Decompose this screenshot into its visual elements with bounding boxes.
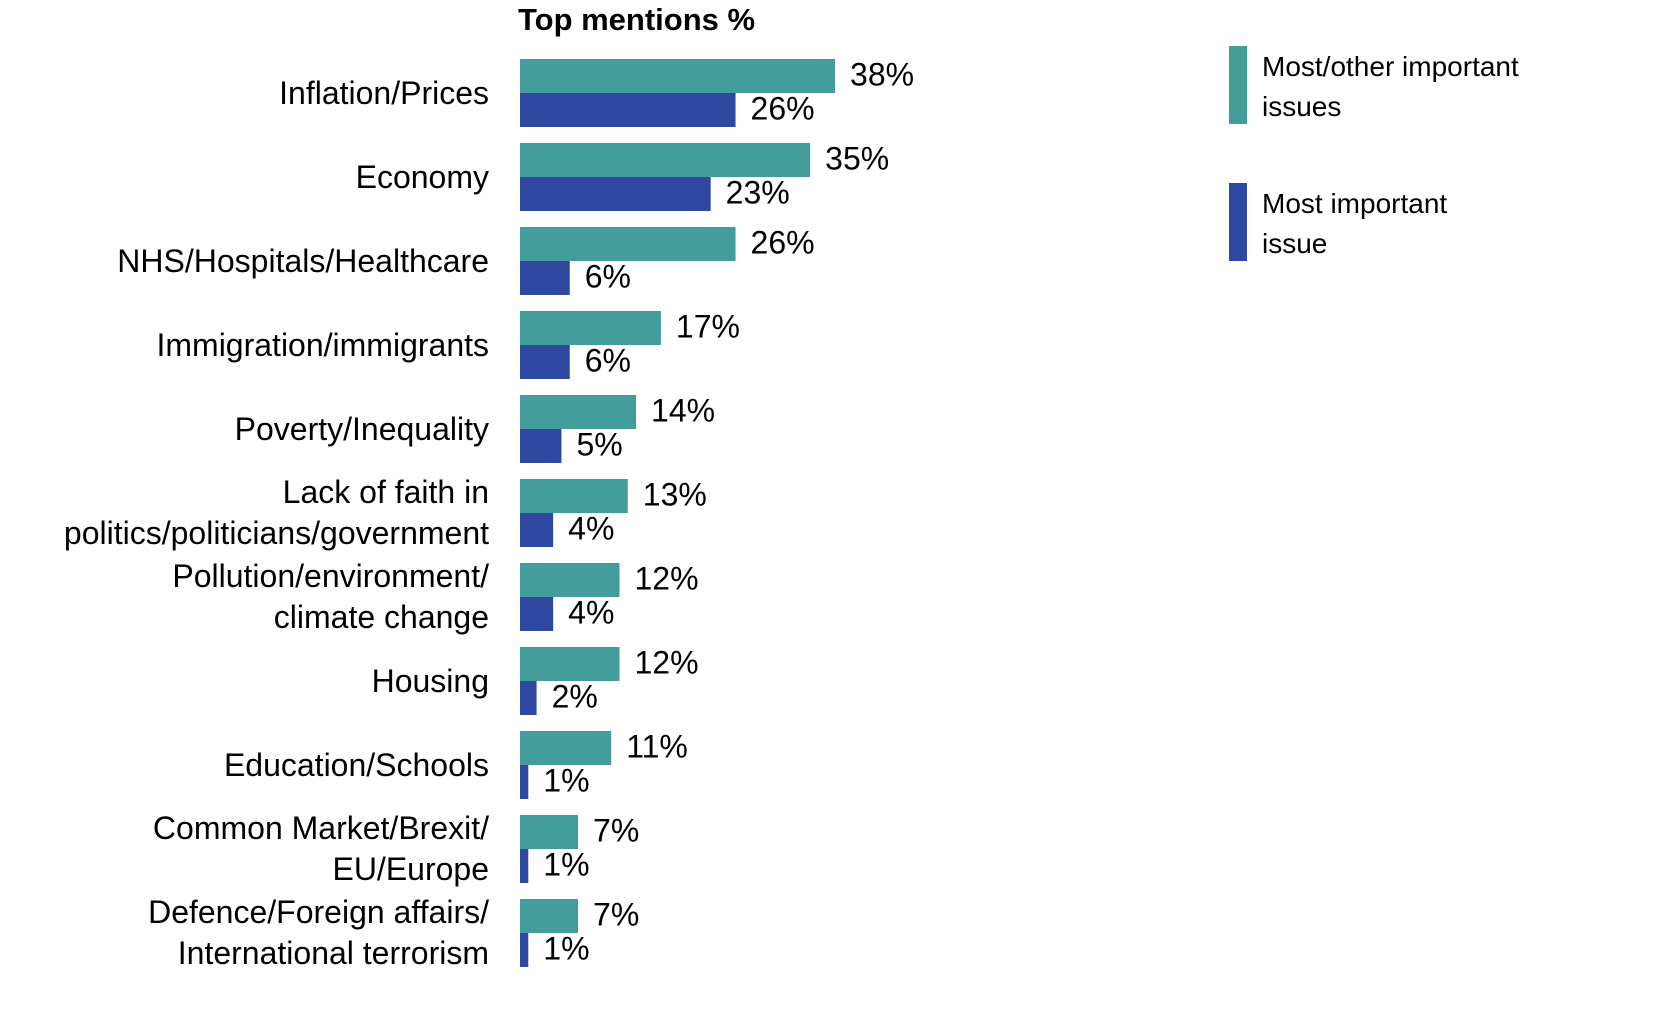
value-label: 12% <box>634 560 698 596</box>
value-label: 7% <box>593 812 639 848</box>
bar <box>520 261 570 295</box>
bar <box>520 563 620 597</box>
value-label: 1% <box>543 762 589 798</box>
bar <box>520 479 628 513</box>
value-label: 35% <box>825 140 889 176</box>
value-label: 14% <box>651 392 715 428</box>
bar <box>520 93 736 127</box>
value-label: 12% <box>634 644 698 680</box>
legend-swatch <box>1229 46 1247 124</box>
value-label: 1% <box>543 930 589 966</box>
bar <box>520 177 711 211</box>
bar <box>520 513 554 547</box>
value-label: 23% <box>726 174 790 210</box>
category-label: NHS/Hospitals/Healthcare <box>117 242 489 279</box>
legend-swatch <box>1229 183 1247 261</box>
value-label: 38% <box>850 56 914 92</box>
value-label: 11% <box>626 728 688 764</box>
category-label: Housing <box>371 662 489 699</box>
value-label: 7% <box>593 896 639 932</box>
category-label: Economy <box>355 158 489 195</box>
bar <box>520 59 836 93</box>
value-label: 4% <box>568 510 614 546</box>
bar <box>520 681 537 715</box>
bar <box>520 311 661 345</box>
bar <box>520 765 529 799</box>
legend-label: Most/other important issues <box>1262 51 1519 122</box>
category-label: Defence/Foreign affairs/ International t… <box>148 894 489 971</box>
value-label: 1% <box>543 846 589 882</box>
value-label: 6% <box>585 258 631 294</box>
chart-title: Top mentions % <box>518 2 756 37</box>
category-label: Education/Schools <box>223 746 489 783</box>
value-label: 5% <box>576 426 622 462</box>
bar <box>520 143 811 177</box>
value-label: 13% <box>643 476 707 512</box>
category-label: Poverty/Inequality <box>234 410 489 447</box>
value-label: 26% <box>751 90 815 126</box>
category-label: Common Market/Brexit/ EU/Europe <box>152 810 489 887</box>
value-label: 2% <box>552 678 598 714</box>
bar <box>520 899 579 933</box>
category-label: Inflation/Prices <box>279 74 489 111</box>
value-label: 6% <box>585 342 631 378</box>
bar <box>520 849 529 883</box>
bar <box>520 345 570 379</box>
bar <box>520 429 562 463</box>
legend-label: Most important issue <box>1262 188 1448 259</box>
bar <box>520 227 736 261</box>
bar <box>520 395 637 429</box>
bar <box>520 933 529 967</box>
value-label: 17% <box>676 308 740 344</box>
category-label: Immigration/immigrants <box>156 326 489 363</box>
bar <box>520 647 620 681</box>
bar <box>520 597 554 631</box>
category-label: Pollution/environment/ climate change <box>172 558 489 635</box>
bar <box>520 731 612 765</box>
bar <box>520 815 579 849</box>
value-label: 26% <box>751 224 815 260</box>
category-label: Lack of faith in politics/politicians/go… <box>63 474 489 551</box>
value-label: 4% <box>568 594 614 630</box>
